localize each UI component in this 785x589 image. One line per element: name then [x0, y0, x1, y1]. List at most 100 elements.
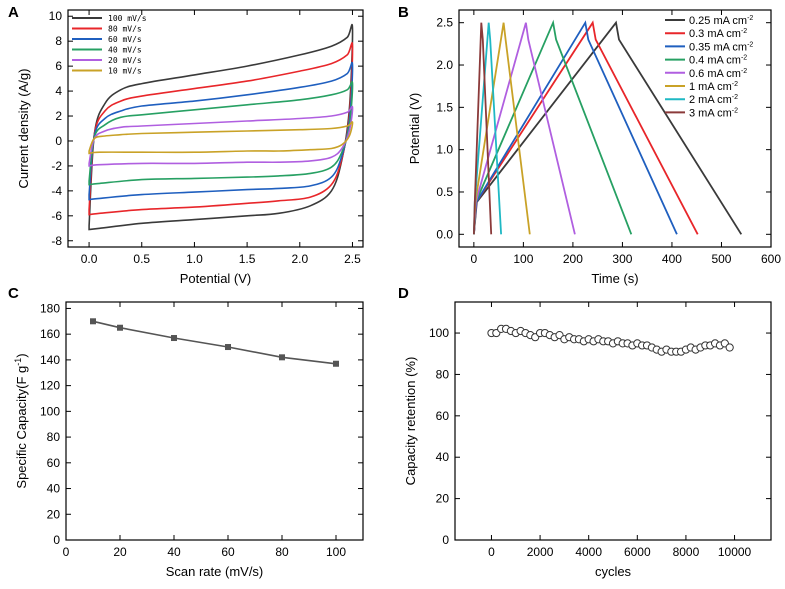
legend-label-main: 0.6 mA cm — [689, 68, 741, 80]
legend-label: 0.25 mA cm-2 — [689, 15, 753, 27]
x-tick-label: 600 — [761, 252, 781, 266]
y-tick-label: 2.5 — [436, 16, 453, 30]
panel-letter-d: D — [398, 285, 409, 302]
legend-label: 60 mV/s — [108, 35, 142, 44]
y-tick-label: 6 — [55, 59, 62, 73]
legend-label: 100 mV/s — [108, 14, 147, 23]
y-tick-label: 60 — [436, 409, 450, 423]
y-tick-label: 40 — [436, 450, 450, 464]
x-tick-label: 0 — [471, 252, 478, 266]
legend-label-sup: -2 — [732, 81, 738, 88]
legend-label-main: 1 mA cm — [689, 81, 732, 93]
plot-frame — [454, 301, 772, 541]
y-tick-label: 60 — [47, 456, 61, 470]
y-tick-label: 160 — [40, 327, 60, 341]
y-axis-title: Capacity retention (%) — [403, 357, 418, 486]
legend-label: 20 mV/s — [108, 56, 142, 65]
cv-curve-20mvs — [88, 105, 354, 167]
legend-label-sup: -2 — [732, 94, 738, 101]
y-tick-label: 4 — [55, 84, 62, 98]
y-tick-label: 0 — [53, 533, 60, 547]
legend-label-sup: -2 — [741, 28, 747, 35]
plot-frame — [458, 9, 772, 248]
y-tick-label: 40 — [47, 482, 61, 496]
x-axis-title: Scan rate (mV/s) — [166, 564, 264, 579]
capacity-line — [92, 320, 337, 365]
legend-label-main: 0.35 mA cm — [689, 41, 747, 53]
y-tick-label: 0.5 — [436, 185, 453, 199]
legend-label-sup: -2 — [741, 68, 747, 75]
legend-label: 0.6 mA cm-2 — [689, 68, 747, 80]
legend-label: 2 mA cm-2 — [689, 94, 738, 106]
y-tick-label: 2 — [55, 109, 62, 123]
x-tick-label: 2.0 — [291, 252, 308, 266]
y-tick-label: -6 — [51, 209, 62, 223]
cv-curve-40mvs — [88, 80, 354, 186]
y-axis-title: Current density (A/g) — [16, 69, 31, 189]
legend-label-sup: -2 — [732, 107, 738, 114]
x-tick-label: 100 — [326, 545, 346, 559]
legend-label: 3 mA cm-2 — [689, 107, 738, 119]
y-tick-label: 20 — [436, 492, 450, 506]
legend-label: 10 mV/s — [108, 67, 142, 76]
capacity-point — [333, 360, 339, 367]
panel-a: 0.0 0.5 1.0 1.5 2.0 2.5 -8 -6 -4 -2 0 2 4 6 8 10 Potenti… — [8, 4, 364, 286]
legend-label: 80 mV/s — [108, 25, 142, 34]
panel-b: 0 100 200 300 400 500 600 0.0 0.5 1.0 1.5 2.0 2.5 Tim… — [398, 4, 781, 286]
legend-label: 0.35 mA cm-2 — [689, 41, 753, 53]
legend-label-main: 2 mA cm — [689, 94, 732, 106]
panel-letter-b: B — [398, 4, 409, 21]
panel-letter-c: C — [8, 285, 19, 302]
gcd-curve-2 — [473, 20, 678, 235]
cv-curve-80mvs — [88, 42, 354, 216]
legend-label-main: 0.25 mA cm — [689, 15, 747, 27]
y-tick-label: -8 — [51, 234, 62, 248]
legend-label: 1 mA cm-2 — [689, 81, 738, 93]
y-tick-label: 180 — [40, 301, 60, 315]
x-tick-label: 2000 — [527, 545, 554, 559]
x-tick-label: 10000 — [718, 545, 752, 559]
x-tick-label: 0 — [63, 545, 70, 559]
x-axis-title: cycles — [595, 564, 632, 579]
capacity-point — [171, 335, 177, 342]
legend-label-sup: -2 — [747, 15, 753, 22]
y-tick-label: 80 — [436, 367, 450, 381]
gcd-curve-3 — [473, 19, 633, 235]
y-tick-label: 10 — [49, 9, 63, 23]
y-axis-title-sup: -1 — [13, 358, 23, 366]
y-tick-label: 80 — [47, 430, 61, 444]
y-tick-label: 100 — [429, 326, 449, 340]
x-tick-label: 8000 — [673, 545, 700, 559]
x-tick-label: 0.5 — [133, 252, 150, 266]
y-tick-label: 0 — [442, 533, 449, 547]
legend-label-main: 3 mA cm — [689, 107, 732, 119]
cv-curve-10mvs — [88, 121, 354, 155]
x-tick-label: 80 — [275, 545, 289, 559]
retention-point — [725, 343, 734, 352]
x-tick-label: 100 — [513, 252, 533, 266]
legend-label-sup: -2 — [741, 55, 747, 62]
plot-frame — [67, 9, 364, 248]
x-axis-title: Potential (V) — [180, 271, 252, 286]
y-axis-title-main: Specific Capacity(F g — [14, 366, 29, 489]
y-tick-label: 2.0 — [436, 58, 453, 72]
x-tick-label: 500 — [711, 252, 731, 266]
plot-frame — [65, 301, 364, 541]
y-axis-title: Potential (V) — [407, 93, 422, 165]
panel-c: 0 20 40 60 80 100 0 20 40 60 80 100 120 140 160 180 Scan… — [8, 285, 364, 579]
y-tick-label: 0.0 — [436, 227, 453, 241]
x-tick-label: 2.5 — [344, 252, 361, 266]
legend-label-sup: -2 — [747, 41, 753, 48]
panel-d: 0 2000 4000 6000 8000 10000 0 20 40 60 80 100 cycles… — [398, 285, 772, 579]
y-tick-label: -2 — [51, 159, 62, 173]
gcd-curve-7 — [473, 22, 493, 235]
y-tick-label: 120 — [40, 379, 60, 393]
x-tick-label: 0.0 — [81, 252, 98, 266]
y-tick-label: -4 — [51, 184, 62, 198]
capacity-point — [225, 344, 231, 351]
y-tick-label: 140 — [40, 353, 60, 367]
legend-label: 0.3 mA cm-2 — [689, 28, 747, 40]
x-tick-label: 300 — [612, 252, 632, 266]
x-tick-label: 400 — [662, 252, 682, 266]
